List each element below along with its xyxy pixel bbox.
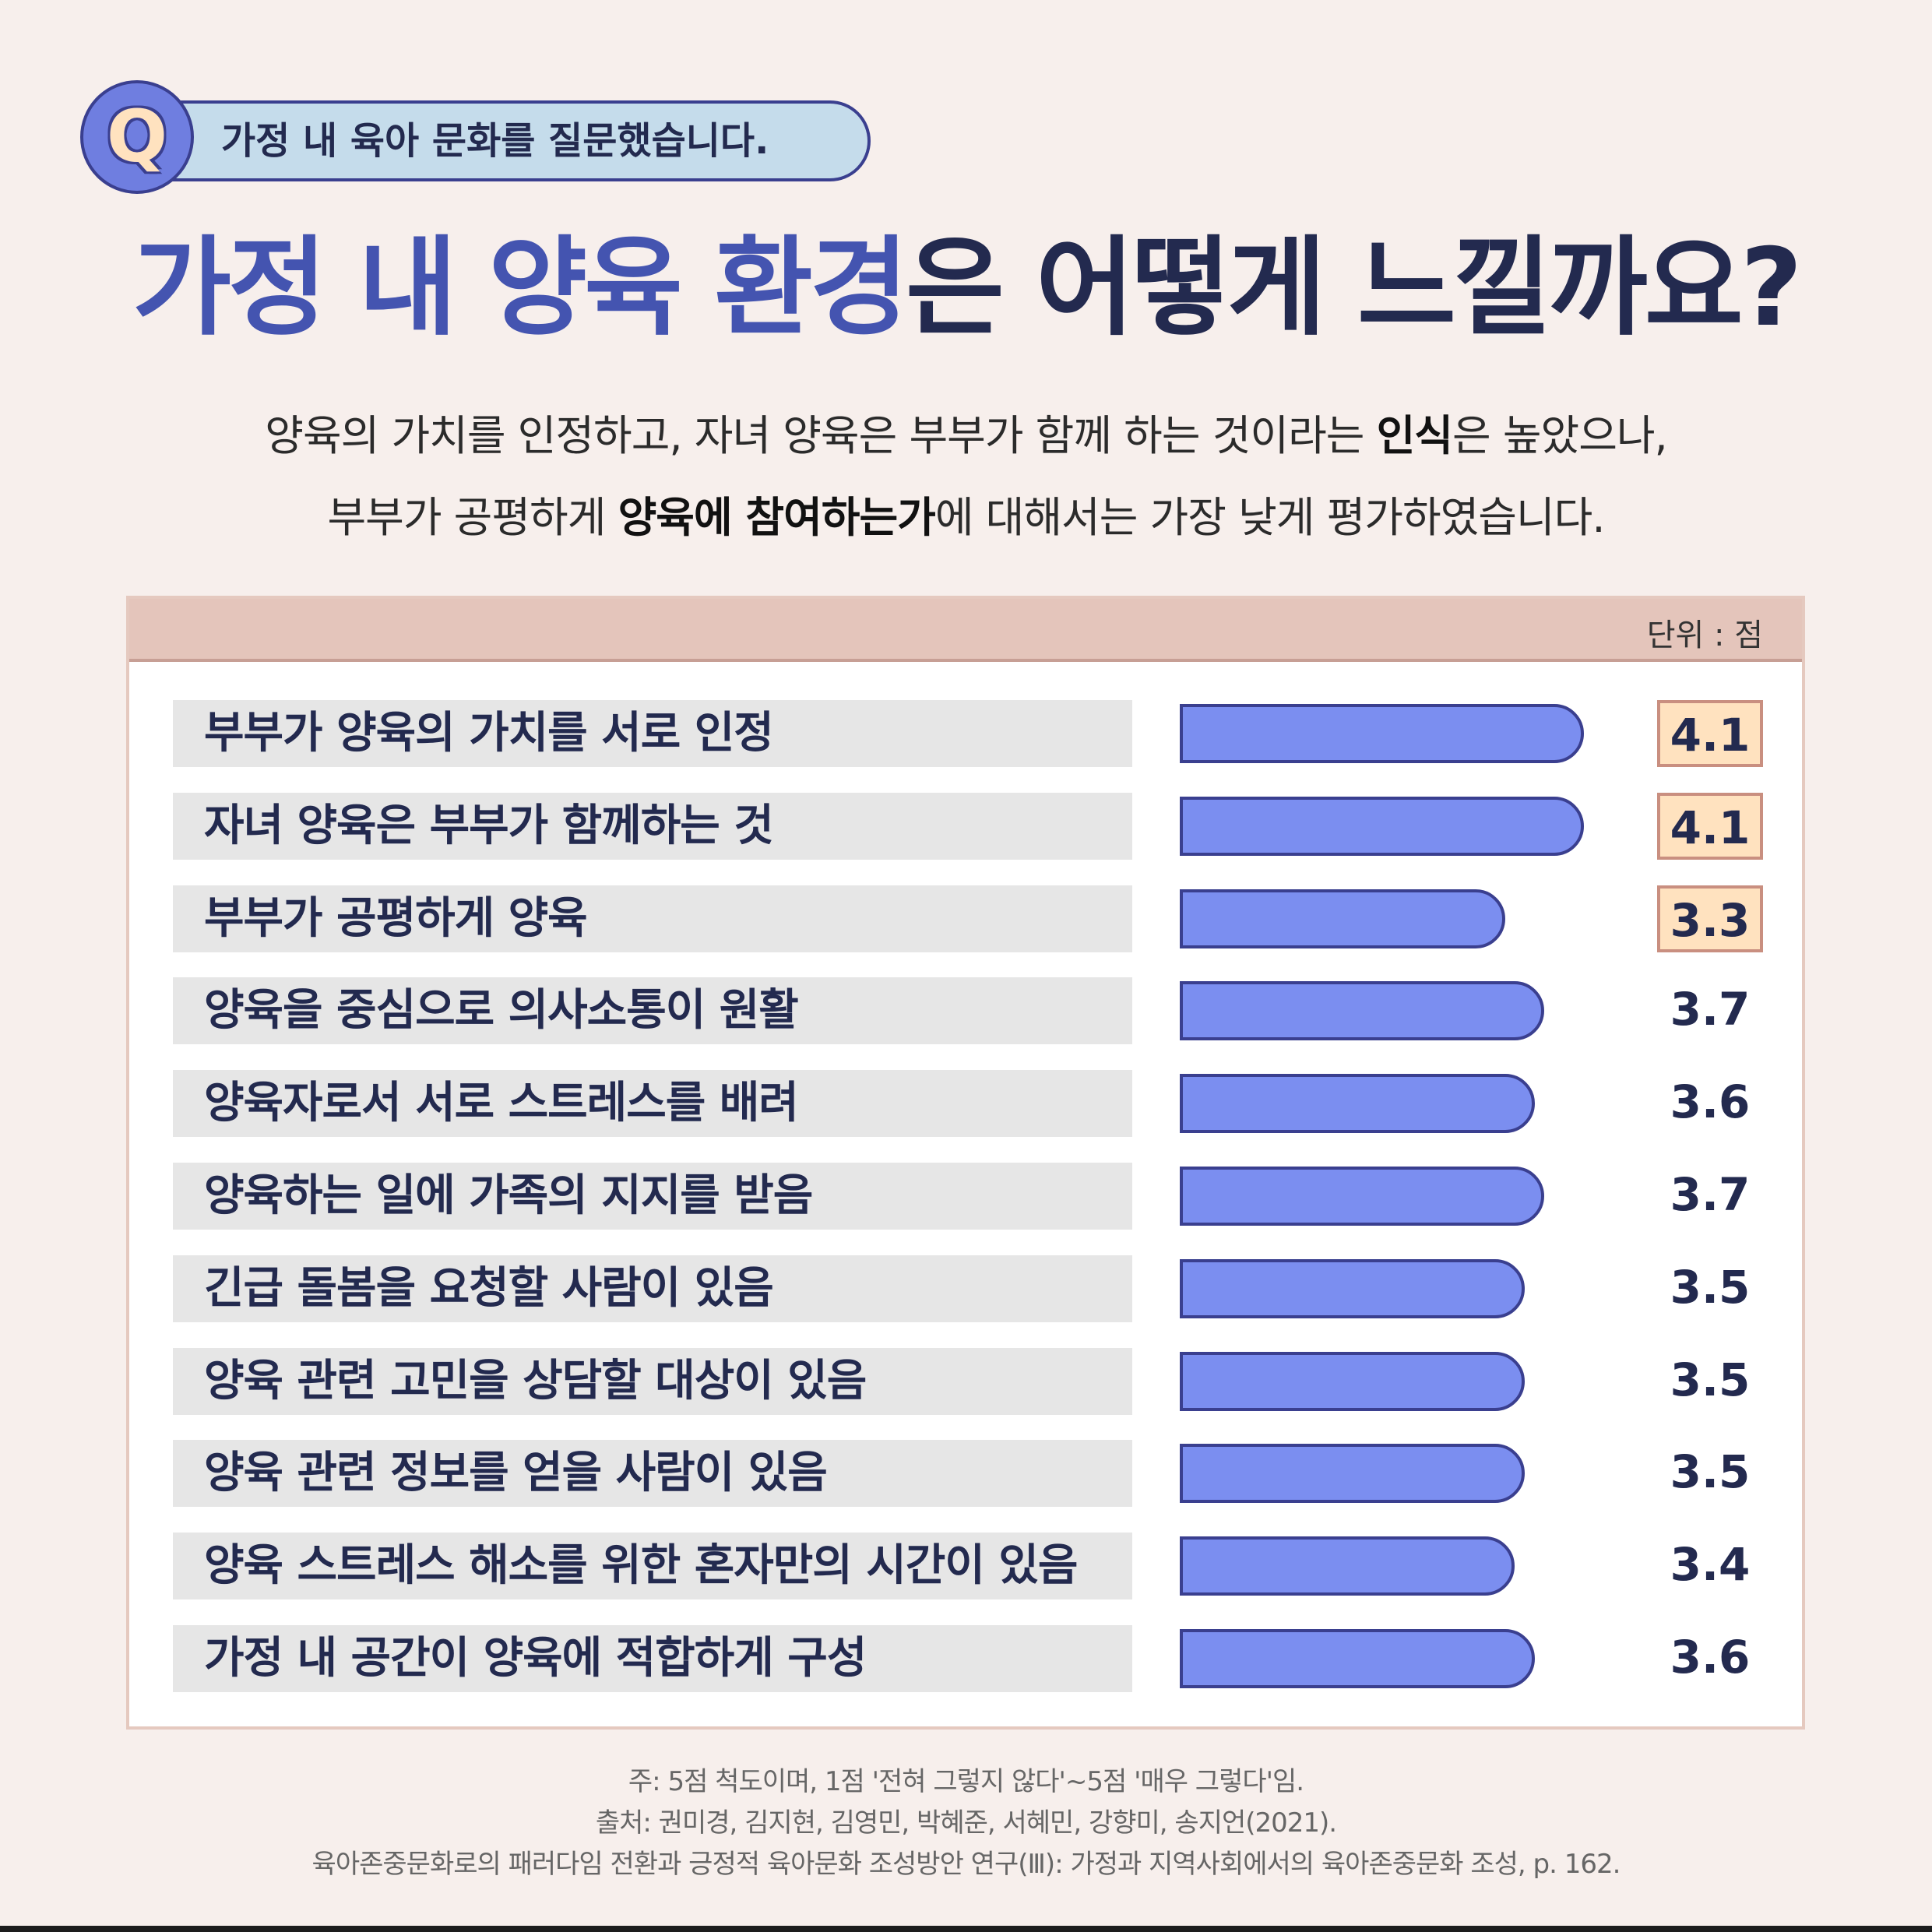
bar: [1180, 704, 1584, 763]
bottom-border: [0, 1926, 1932, 1932]
question-badge-letter: Q: [106, 95, 168, 178]
value-label: 3.5: [1670, 1445, 1751, 1498]
row-label-box: 자녀 양육은 부부가 함께하는 것: [173, 793, 1132, 860]
bar: [1180, 1352, 1525, 1411]
subtitle-line-1-bold: 인식: [1376, 411, 1453, 460]
row-label-box: 양육 관련 정보를 얻을 사람이 있음: [173, 1440, 1132, 1507]
category-label: 양육 스트레스 해소를 위한 혼자만의 시간이 있음: [204, 1540, 1078, 1591]
bar: [1180, 797, 1584, 856]
footnote-source: 출처: 권미경, 김지현, 김영민, 박혜준, 서혜민, 강향미, 송지언(20…: [595, 1807, 1337, 1839]
question-badge: Q: [80, 80, 194, 194]
page-title-highlight: 가정 내 양육 환경: [132, 225, 909, 350]
subtitle-line-2-b: 에 대해서는 가장 낮게 평가하였습니다.: [934, 493, 1606, 542]
category-label: 부부가 공평하게 양육: [204, 893, 588, 944]
question-text: 가정 내 육아 문화를 질문했습니다.: [221, 119, 769, 163]
category-label: 가정 내 공간이 양육에 적합하게 구성: [204, 1633, 867, 1684]
bar: [1180, 1629, 1535, 1688]
footnote-scale: 주: 5점 척도이며, 1점 '전혀 그렇지 않다'~5점 '매우 그렇다'임.: [628, 1766, 1304, 1797]
row-label-box: 부부가 공평하게 양육: [173, 885, 1132, 952]
row-label-box: 가정 내 공간이 양육에 적합하게 구성: [173, 1625, 1132, 1692]
bar: [1180, 1444, 1525, 1503]
subtitle-line-1: 양육의 가치를 인정하고, 자녀 양육은 부부가 함께 하는 것이라는 인식은 …: [0, 401, 1932, 463]
value-label: 3.4: [1670, 1538, 1751, 1591]
row-label-box: 양육자로서 서로 스트레스를 배려: [173, 1070, 1132, 1137]
bar: [1180, 889, 1505, 948]
page-title-rest: 은 어떻게 느낄까요?: [906, 225, 1803, 350]
footnote-source-title: 육아존중문화로의 패러다임 전환과 긍정적 육아문화 조성방안 연구(Ⅲ): 가…: [311, 1849, 1621, 1880]
category-label: 양육 관련 정보를 얻을 사람이 있음: [204, 1448, 828, 1498]
value-label: 3.7: [1670, 983, 1751, 1036]
unit-label: 단위 : 점: [1646, 618, 1763, 653]
subtitle-line-1-b: 은 높았으나,: [1452, 411, 1668, 460]
bar: [1180, 1167, 1544, 1226]
category-label: 양육하는 일에 가족의 지지를 받음: [204, 1170, 813, 1221]
chart-header-band: 단위 : 점: [129, 599, 1802, 662]
bar: [1180, 1259, 1525, 1318]
value-label: 4.1: [1657, 700, 1763, 767]
value-label: 3.5: [1670, 1353, 1751, 1406]
category-label: 양육 관련 고민을 상담할 대상이 있음: [204, 1356, 867, 1406]
value-label: 4.1: [1657, 793, 1763, 860]
chart-panel: 단위 : 점 부부가 양육의 가치를 서로 인정 4.1 자녀 양육은 부부가 함께…: [126, 596, 1805, 1730]
subtitle-line-2-a: 부부가 공평하게: [327, 493, 618, 542]
bar: [1180, 1074, 1535, 1133]
value-label: 3.5: [1670, 1261, 1751, 1314]
category-label: 부부가 양육의 가치를 서로 인정: [204, 708, 774, 758]
row-label-box: 양육을 중심으로 의사소통이 원활: [173, 977, 1132, 1044]
row-label-box: 양육 스트레스 해소를 위한 혼자만의 시간이 있음: [173, 1533, 1132, 1599]
bar: [1180, 981, 1544, 1040]
row-label-box: 부부가 양육의 가치를 서로 인정: [173, 700, 1132, 767]
subtitle-line-1-a: 양육의 가치를 인정하고, 자녀 양육은 부부가 함께 하는 것이라는: [265, 411, 1377, 460]
bar: [1180, 1536, 1515, 1596]
value-label: 3.6: [1670, 1075, 1751, 1128]
value-label: 3.3: [1657, 885, 1763, 952]
value-label: 3.6: [1670, 1631, 1751, 1684]
category-label: 자녀 양육은 부부가 함께하는 것: [204, 801, 774, 851]
subtitle-line-2: 부부가 공평하게 양육에 참여하는가에 대해서는 가장 낮게 평가하였습니다.: [0, 483, 1932, 544]
row-label-box: 양육하는 일에 가족의 지지를 받음: [173, 1163, 1132, 1230]
row-label-box: 긴급 돌봄을 요청할 사람이 있음: [173, 1255, 1132, 1322]
page-title: 가정 내 양육 환경은 어떻게 느낄까요?: [0, 222, 1932, 354]
category-label: 긴급 돌봄을 요청할 사람이 있음: [204, 1263, 774, 1314]
category-label: 양육을 중심으로 의사소통이 원활: [204, 985, 799, 1036]
category-label: 양육자로서 서로 스트레스를 배려: [204, 1078, 799, 1128]
question-pill: 가정 내 육아 문화를 질문했습니다.: [125, 100, 871, 181]
value-label: 3.7: [1670, 1168, 1751, 1221]
row-label-box: 양육 관련 고민을 상담할 대상이 있음: [173, 1348, 1132, 1415]
subtitle-line-2-bold: 양육에 참여하는가: [618, 493, 936, 542]
